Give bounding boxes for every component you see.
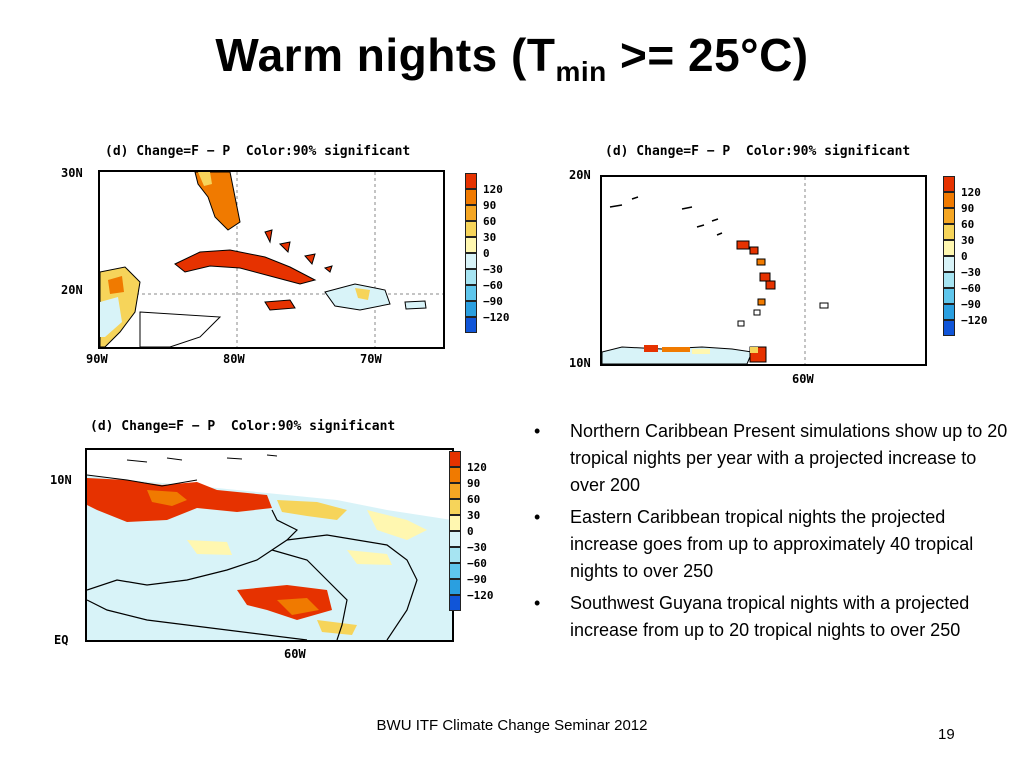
colorbar-swatch — [943, 320, 955, 336]
colorbar-swatch — [943, 208, 955, 224]
colorbar-label: 60 — [467, 493, 481, 506]
hispaniola-shape — [324, 283, 391, 311]
lon-label: 70W — [360, 352, 382, 366]
colorbar-swatch — [449, 547, 461, 563]
map-guyana-svg — [87, 450, 452, 640]
colorbar-swatch — [465, 189, 477, 205]
colorbar-swatch — [943, 192, 955, 208]
colorbar-swatch — [465, 173, 477, 189]
colorbar-label: 0 — [467, 525, 474, 538]
colorbar-label: −90 — [483, 295, 503, 308]
colorbar-swatch — [943, 288, 955, 304]
colorbar-swatch — [465, 317, 477, 333]
page-number: 19 — [938, 726, 955, 743]
lon-label: 60W — [284, 647, 306, 661]
map-eastern-caribbean: (d) Change=F − P Color:90% significant 2… — [565, 140, 1005, 390]
colorbar-label: 90 — [467, 477, 481, 490]
lat-label: EQ — [54, 633, 69, 647]
map-header: (d) Change=F − P Color:90% significant — [605, 144, 911, 159]
colorbar-swatch — [449, 563, 461, 579]
colorbar-swatch — [465, 301, 477, 317]
colorbar-label: 120 — [467, 461, 487, 474]
colorbar-label: 120 — [961, 186, 981, 199]
colorbar-label: −30 — [483, 263, 503, 276]
map-header: (d) Change=F − P Color:90% significant — [90, 419, 396, 434]
colorbar-swatch — [449, 467, 461, 483]
lat-label: 30N — [61, 166, 83, 180]
colorbar-swatch — [465, 285, 477, 301]
map-northern-caribbean: (d) Change=F − P Color:90% significant — [55, 140, 525, 380]
colorbar-label: −60 — [961, 282, 981, 295]
colorbar-swatch — [465, 221, 477, 237]
map-frame — [600, 175, 927, 366]
colorbar-label: −60 — [483, 279, 503, 292]
colorbar-label: −120 — [961, 314, 988, 327]
footer-text: BWU ITF Climate Change Seminar 2012 — [376, 717, 648, 734]
colorbar-label: −30 — [961, 266, 981, 279]
colorbar-swatch — [449, 451, 461, 467]
colorbar-swatch — [449, 579, 461, 595]
colorbar-label: −90 — [961, 298, 981, 311]
colorbar-label: 60 — [961, 218, 975, 231]
colorbar-swatch — [943, 176, 955, 192]
colorbar-swatch — [449, 499, 461, 515]
lon-label: 60W — [792, 372, 814, 386]
jamaica-shape — [264, 299, 296, 311]
lon-label: 90W — [86, 352, 108, 366]
colorbar-swatch — [449, 595, 461, 611]
colorbar-label: 30 — [467, 509, 481, 522]
colorbar-label: 0 — [483, 247, 490, 260]
colorbar-label: −120 — [483, 311, 510, 324]
map-frame — [98, 170, 445, 349]
colorbar-swatch — [943, 240, 955, 256]
bullet-list: Northern Caribbean Present simulations s… — [530, 418, 1010, 649]
colorbar-swatch — [465, 205, 477, 221]
map-northern-svg — [100, 172, 443, 347]
lat-label: 20N — [569, 168, 591, 182]
colorbar-swatch — [943, 272, 955, 288]
lat-label: 10N — [569, 356, 591, 370]
colorbar-swatch — [943, 304, 955, 320]
colorbar-swatch — [465, 269, 477, 285]
colorbar-label: −60 — [467, 557, 487, 570]
lat-label: 10N — [50, 473, 72, 487]
venezuela-coast-shape — [602, 346, 753, 364]
map-eastern-svg — [602, 177, 829, 364]
colorbar-label: 90 — [961, 202, 975, 215]
bullet-item: Eastern Caribbean tropical nights the pr… — [530, 504, 1010, 585]
colorbar-swatch — [943, 256, 955, 272]
colorbar-label: 60 — [483, 215, 497, 228]
colorbar-swatch — [943, 224, 955, 240]
title-text: Warm nights (T — [215, 29, 556, 81]
colorbar-swatch — [465, 237, 477, 253]
colorbar-swatch — [449, 531, 461, 547]
florida-shape — [194, 172, 241, 231]
bullet-item: Northern Caribbean Present simulations s… — [530, 418, 1010, 499]
map-guyana: (d) Change=F − P Color:90% significant — [50, 415, 510, 670]
colorbar-swatch — [449, 515, 461, 531]
lat-label: 20N — [61, 283, 83, 297]
colorbar-label: 0 — [961, 250, 968, 263]
title-subscript: min — [555, 56, 607, 87]
colorbar-label: −90 — [467, 573, 487, 586]
lon-label: 80W — [223, 352, 245, 366]
title-text-end: >= 25°C) — [606, 29, 809, 81]
colorbar-label: 30 — [483, 231, 497, 244]
slide-title: Warm nights (Tmin >= 25°C) — [0, 28, 1024, 88]
colorbar-swatch — [449, 483, 461, 499]
colorbar-label: 120 — [483, 183, 503, 196]
bullet-item: Southwest Guyana tropical nights with a … — [530, 590, 1010, 644]
colorbar-label: −120 — [467, 589, 494, 602]
colorbar-label: 30 — [961, 234, 975, 247]
map-header: (d) Change=F − P Color:90% significant — [105, 144, 411, 159]
colorbar-label: 90 — [483, 199, 497, 212]
colorbar-label: −30 — [467, 541, 487, 554]
cuba-shape — [174, 249, 317, 285]
map-frame — [85, 448, 454, 642]
colorbar-swatch — [465, 253, 477, 269]
